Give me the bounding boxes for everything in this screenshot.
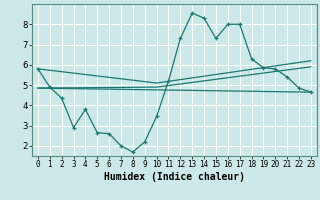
X-axis label: Humidex (Indice chaleur): Humidex (Indice chaleur) [104,172,245,182]
